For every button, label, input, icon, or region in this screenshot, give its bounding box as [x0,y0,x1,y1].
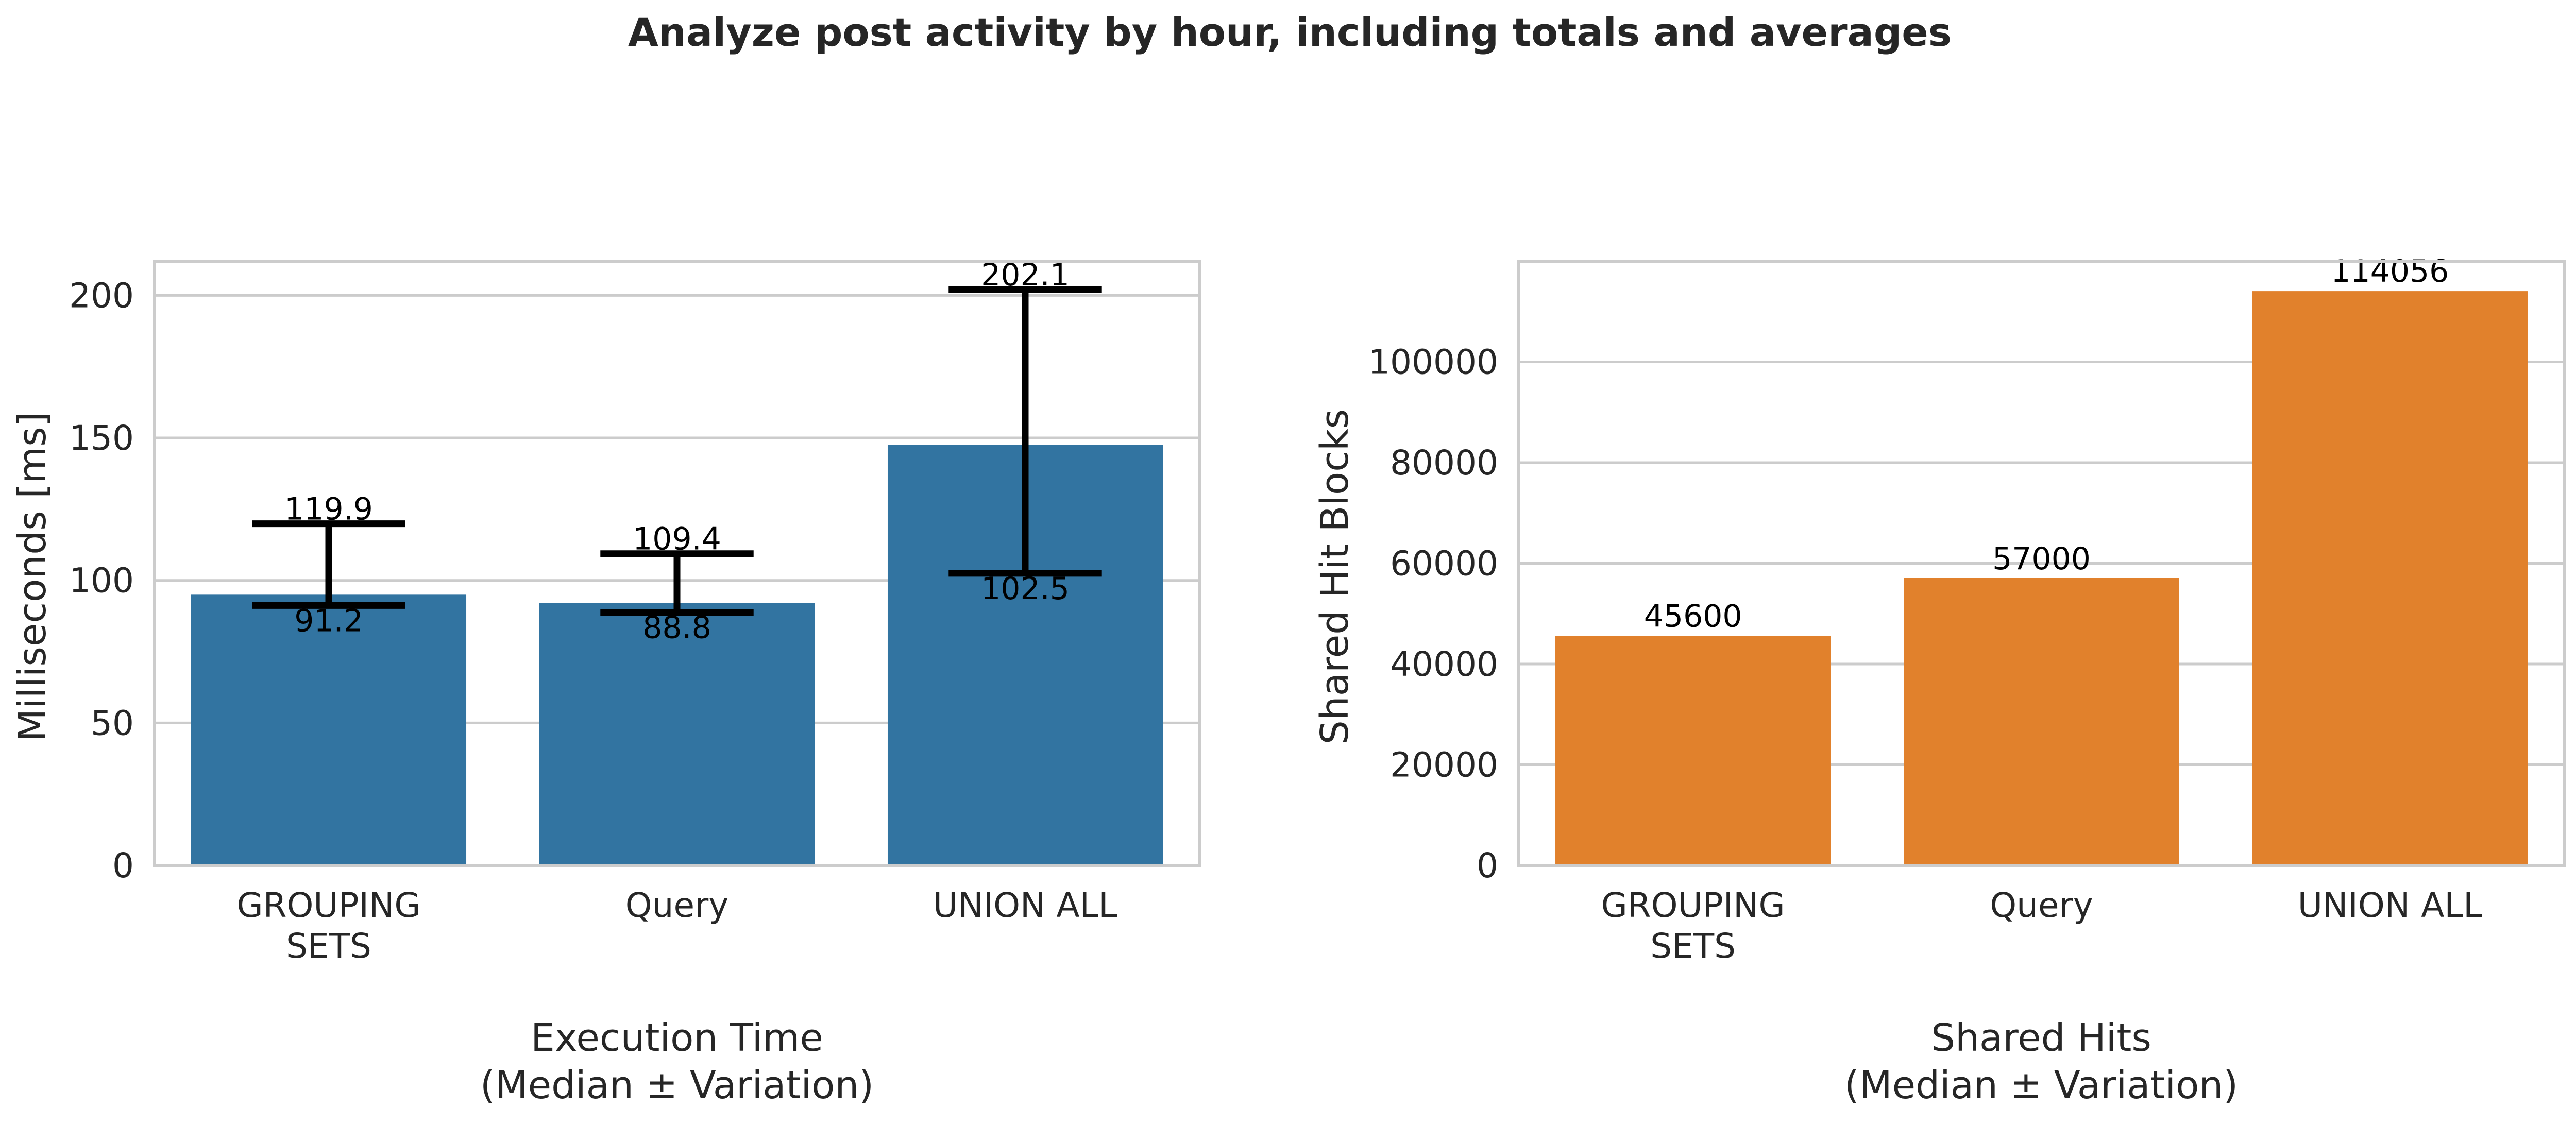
bar-query [539,603,815,865]
x-tick-label: UNION ALL [2298,886,2482,925]
data-label-high: 119.9 [284,491,373,528]
bar-grouping-sets [191,594,467,865]
y-tick-label: 200 [69,276,134,315]
x-axis-label: Execution Time (Median ± Variation) [480,1016,874,1108]
x-tick-label: Query [1990,886,2093,925]
y-tick-label: 150 [69,418,134,458]
execution-time-chart: 0 50 100 150 200 119.9 91.2 109.4 88.8 202.1 102.5… [10,257,1201,1108]
data-label: 114056 [2331,253,2449,290]
x-tick-label: GROUPING SETS [1601,886,1785,966]
data-label: 45600 [1644,598,1742,634]
x-axis-label: Shared Hits (Median ± Variation) [1844,1016,2238,1108]
bar-union-all [2252,291,2528,866]
x-tick-label: Query [625,886,729,925]
bar-query [1904,578,2179,865]
data-label-low: 102.5 [981,571,1070,607]
y-tick-label: 50 [91,703,134,743]
y-tick-label: 0 [112,846,134,886]
y-tick-label: 0 [1477,846,1498,886]
y-tick-label: 20000 [1390,745,1498,785]
y-axis-label: Shared Hit Blocks [1313,409,1357,744]
plot-frame [1517,260,2566,867]
x-tick-label: GROUPING SETS [236,886,420,966]
data-label-high: 202.1 [981,257,1070,293]
data-label: 57000 [1992,541,2091,577]
bar-grouping-sets [1555,636,1831,865]
data-label-high: 109.4 [633,521,721,557]
y-tick-label: 80000 [1390,443,1498,483]
figure-title: Analyze post activity by hour, including… [628,9,1952,55]
y-axis-label: Milliseconds [ms] [10,412,55,741]
shared-hits-chart: 0 20000 40000 60000 80000 100000 45600 57000 114… [1313,253,2566,1108]
data-label-low: 91.2 [294,603,363,639]
x-tick-label: UNION ALL [933,886,1117,925]
y-tick-label: 100 [69,561,134,601]
y-tick-label: 60000 [1390,544,1498,584]
y-tick-label: 40000 [1390,644,1498,684]
y-tick-label: 100000 [1368,343,1498,382]
data-label-low: 88.8 [642,610,711,646]
plot-frame [153,260,1201,867]
